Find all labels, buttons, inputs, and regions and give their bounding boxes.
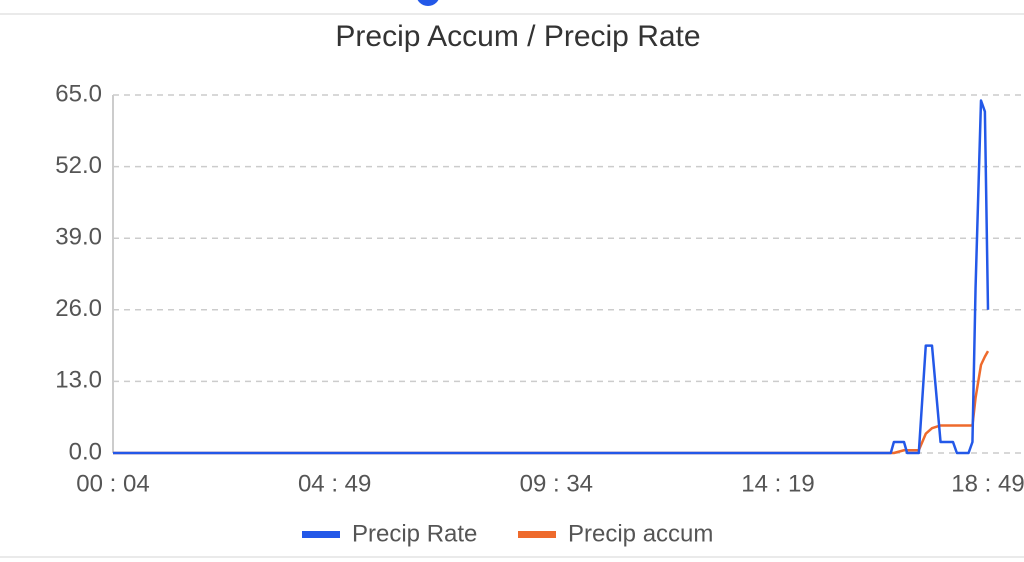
series-line bbox=[113, 350, 990, 455]
legend-swatch bbox=[518, 531, 556, 538]
y-tick-label: 52.0 bbox=[55, 152, 102, 179]
y-tick-label: 65.0 bbox=[55, 80, 102, 107]
x-tick-label: 04 : 49 bbox=[298, 470, 371, 497]
x-tick-label: 14 : 19 bbox=[741, 470, 814, 497]
y-tick-label: 39.0 bbox=[55, 224, 102, 251]
legend-swatch bbox=[302, 531, 340, 538]
chart-title: Precip Accum / Precip Rate bbox=[335, 20, 700, 53]
indicator bbox=[417, 0, 439, 6]
y-tick-label: 0.0 bbox=[69, 438, 102, 465]
x-tick-label: 00 : 04 bbox=[76, 470, 149, 497]
y-tick-label: 26.0 bbox=[55, 295, 102, 322]
series-line bbox=[113, 99, 990, 455]
x-tick-label: 09 : 34 bbox=[520, 470, 593, 497]
legend-label: Precip accum bbox=[568, 520, 713, 547]
legend-label: Precip Rate bbox=[352, 520, 477, 547]
y-tick-label: 13.0 bbox=[55, 367, 102, 394]
x-tick-label: 18 : 49 bbox=[951, 470, 1024, 497]
